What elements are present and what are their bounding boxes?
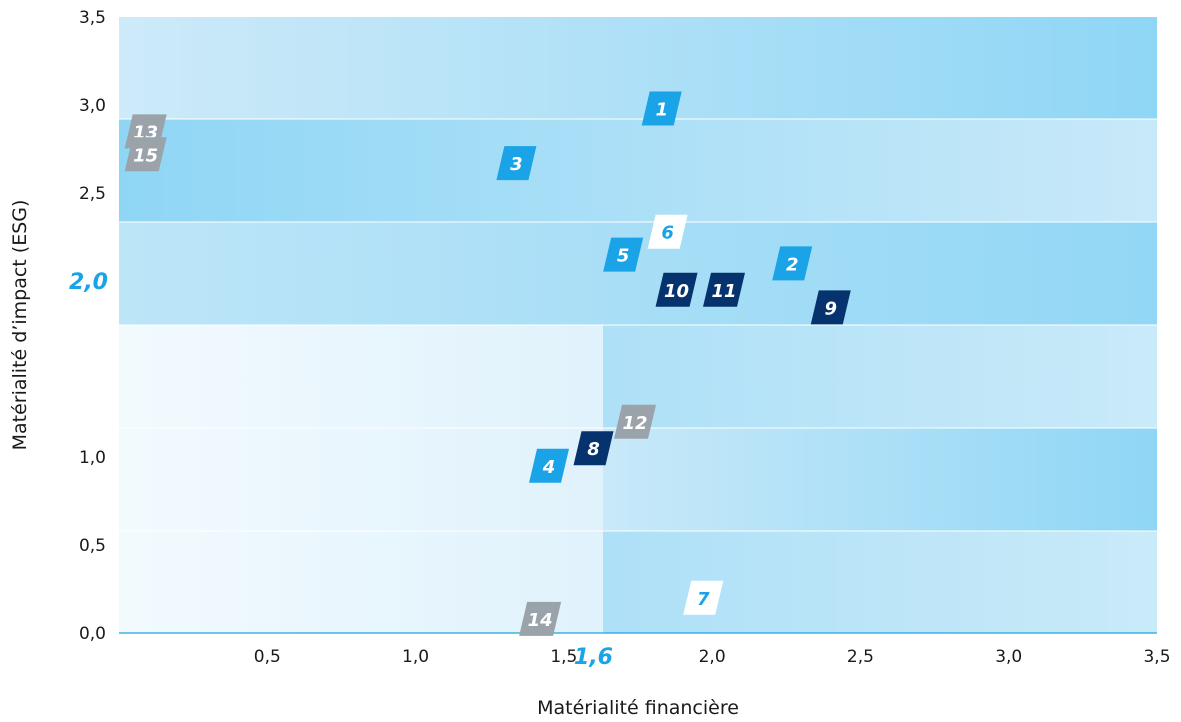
marker-label-2: 2 <box>786 254 799 275</box>
marker-label-15: 15 <box>133 145 158 166</box>
band-low-right-3 <box>603 531 1157 633</box>
marker-3 <box>496 146 537 181</box>
marker-12 <box>614 404 657 439</box>
marker-14 <box>519 601 562 636</box>
y-tick-label: 2,5 <box>79 184 106 204</box>
marker-label-5: 5 <box>617 246 630 267</box>
marker-label-3: 3 <box>510 154 523 175</box>
marker-label-9: 9 <box>825 298 838 319</box>
x-tick-label: 2,5 <box>847 647 874 667</box>
marker-label-7: 7 <box>697 589 710 610</box>
marker-label-6: 6 <box>661 223 674 244</box>
band-low-left <box>119 325 603 633</box>
marker-6 <box>647 214 688 249</box>
y-axis-ticks: 0,0 0,5 1,0 2,5 3,0 3,5 <box>79 8 106 644</box>
y-threshold-label: 2,0 <box>69 270 108 295</box>
marker-4 <box>529 448 570 483</box>
y-tick-label: 0,5 <box>79 536 106 556</box>
x-tick-label: 3,5 <box>1143 647 1170 667</box>
marker-15 <box>124 137 167 172</box>
band-mid <box>119 222 1157 325</box>
band-low-right-2 <box>603 428 1157 531</box>
marker-label-14: 14 <box>528 610 553 631</box>
marker-7 <box>683 580 724 615</box>
y-tick-label: 3,0 <box>79 96 106 116</box>
marker-2 <box>772 246 813 281</box>
marker-1 <box>641 91 682 126</box>
marker-label-10: 10 <box>664 281 689 302</box>
x-threshold-label: 1,6 <box>574 645 613 670</box>
marker-10 <box>655 272 698 307</box>
marker-label-1: 1 <box>655 100 668 121</box>
x-tick-label: 2,0 <box>699 647 726 667</box>
y-axis-title: Matérialité d’impact (ESG) <box>9 200 31 451</box>
marker-label-4: 4 <box>542 457 556 478</box>
marker-11 <box>703 272 746 307</box>
marker-8 <box>573 431 614 466</box>
marker-label-11: 11 <box>711 281 736 302</box>
band-top <box>119 17 1157 119</box>
x-tick-label: 3,0 <box>995 647 1022 667</box>
y-tick-label: 3,5 <box>79 8 106 28</box>
marker-5 <box>603 237 644 272</box>
x-tick-label: 0,5 <box>254 647 281 667</box>
marker-9 <box>810 290 851 325</box>
marker-label-12: 12 <box>623 413 648 434</box>
y-tick-label: 1,0 <box>79 448 106 468</box>
x-tick-label: 1,5 <box>550 647 577 667</box>
x-axis-ticks: 0,5 1,0 1,5 2,0 2,5 3,0 3,5 <box>254 647 1171 667</box>
y-tick-label: 0,0 <box>79 624 106 644</box>
marker-label-8: 8 <box>587 439 600 460</box>
x-tick-label: 1,0 <box>402 647 429 667</box>
x-axis-title: Matérialité financière <box>537 697 739 719</box>
band-low-right-1 <box>603 325 1157 428</box>
band-strong <box>119 119 1157 222</box>
background-bands <box>119 17 1157 634</box>
